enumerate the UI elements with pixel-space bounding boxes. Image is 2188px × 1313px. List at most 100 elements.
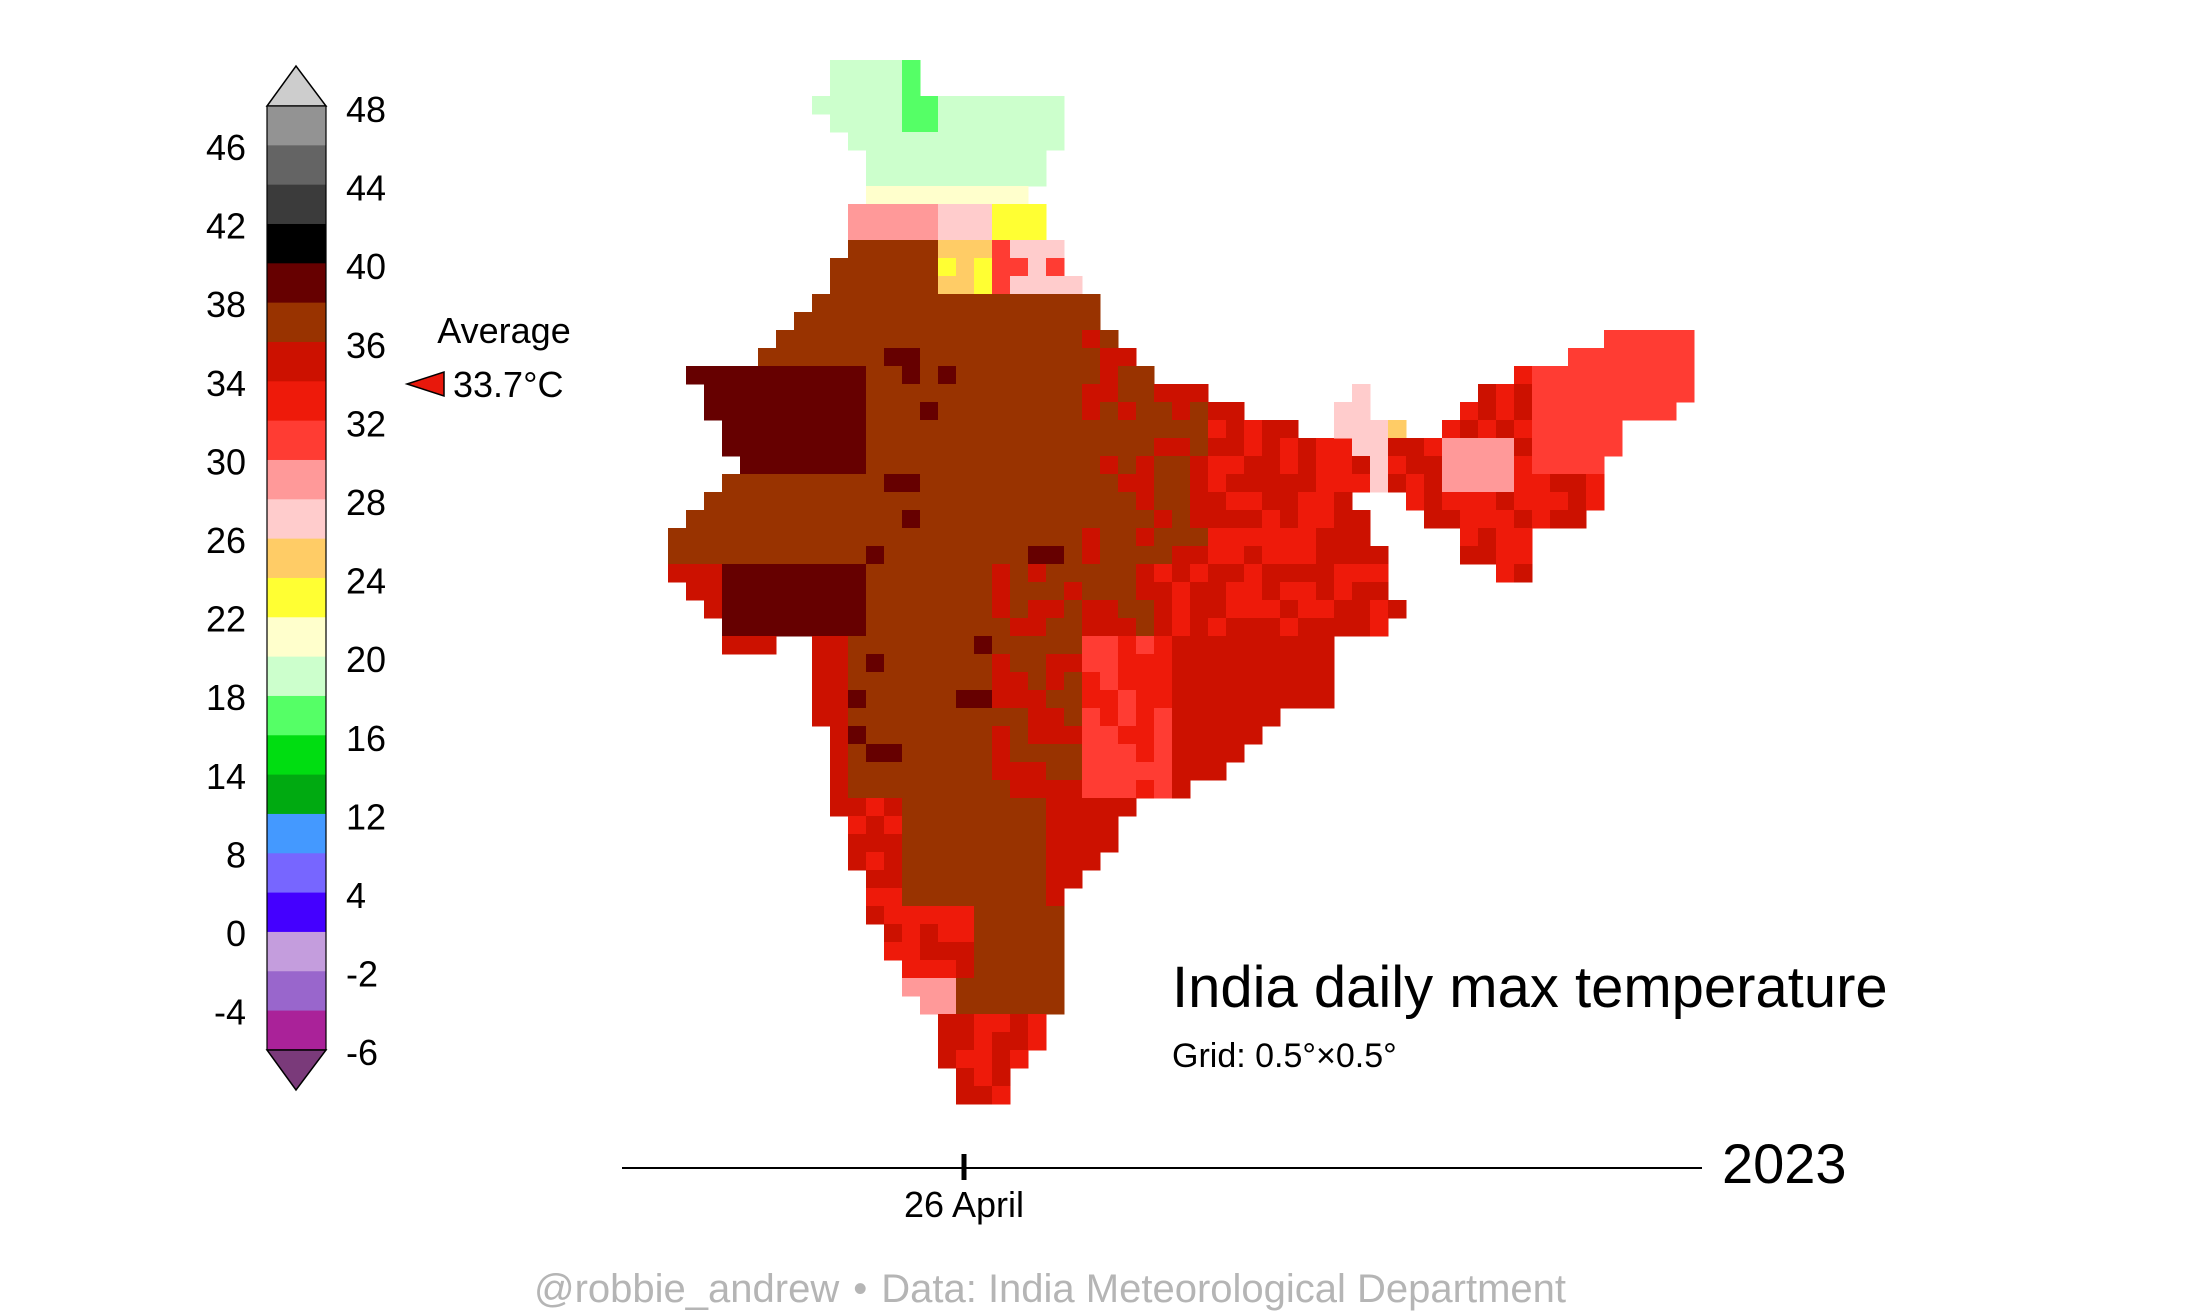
map-grid-cell (776, 456, 795, 475)
map-grid-cell (920, 186, 939, 205)
map-grid-cell (866, 276, 885, 295)
map-grid-cell (1082, 672, 1101, 691)
map-grid-cell (866, 906, 885, 925)
map-grid-cell (1172, 438, 1191, 457)
colorbar-tick-label: 42 (206, 206, 246, 247)
map-grid-cell (1496, 456, 1515, 475)
map-grid-cell (1010, 348, 1029, 367)
map-grid-cell (1046, 726, 1065, 745)
map-grid-cell (704, 366, 723, 385)
map-grid-cell (1316, 618, 1335, 637)
map-grid-cell (1046, 96, 1065, 115)
map-grid-cell (1568, 438, 1587, 457)
map-grid-cell (740, 366, 759, 385)
map-grid-cell (740, 474, 759, 493)
map-grid-cell (704, 510, 723, 529)
map-grid-cell (776, 402, 795, 421)
map-grid-cell (1172, 402, 1191, 421)
map-grid-cell (1226, 672, 1245, 691)
map-grid-cell (1568, 456, 1587, 475)
map-grid-cell (1046, 348, 1065, 367)
map-grid-cell (1028, 852, 1047, 871)
map-grid-cell (902, 366, 921, 385)
map-grid-cell (722, 564, 741, 583)
map-grid-cell (848, 402, 867, 421)
map-grid-cell (1370, 618, 1389, 637)
map-grid-cell (1046, 744, 1065, 763)
map-grid-cell (1334, 618, 1353, 637)
map-grid-cell (1046, 636, 1065, 655)
map-grid-cell (1298, 456, 1317, 475)
map-grid-cell (956, 492, 975, 511)
map-grid-cell (1136, 618, 1155, 637)
map-grid-cell (1046, 996, 1065, 1015)
map-grid-cell (1100, 510, 1119, 529)
map-grid-cell (938, 114, 957, 133)
map-grid-cell (1388, 600, 1407, 619)
map-grid-cell (1064, 564, 1083, 583)
map-grid-cell (1190, 618, 1209, 637)
map-grid-cell (1280, 564, 1299, 583)
map-grid-cell (1460, 510, 1479, 529)
map-grid-cell (920, 888, 939, 907)
map-grid-cell (1028, 600, 1047, 619)
map-grid-cell (902, 618, 921, 637)
map-grid-cell (902, 654, 921, 673)
map-grid-cell (866, 474, 885, 493)
map-grid-cell (974, 1032, 993, 1051)
map-grid-cell (1280, 456, 1299, 475)
map-grid-cell (1136, 366, 1155, 385)
map-grid-cell (1046, 690, 1065, 709)
map-grid-cell (1352, 564, 1371, 583)
map-grid-cell (1046, 834, 1065, 853)
map-grid-cell (1550, 438, 1569, 457)
map-grid-cell (1010, 258, 1029, 277)
map-grid-cell (1154, 672, 1173, 691)
map-grid-cell (1388, 420, 1407, 439)
map-grid-cell (956, 726, 975, 745)
map-grid-cell (848, 330, 867, 349)
map-grid-cell (938, 222, 957, 241)
map-grid-cell (1082, 420, 1101, 439)
map-grid-cell (830, 456, 849, 475)
map-grid-cell (1082, 780, 1101, 799)
map-grid-cell (920, 582, 939, 601)
map-grid-cell (938, 906, 957, 925)
map-grid-cell (1064, 618, 1083, 637)
map-grid-cell (974, 888, 993, 907)
map-grid-cell (974, 150, 993, 169)
map-grid-cell (938, 420, 957, 439)
map-grid-cell (956, 132, 975, 151)
map-grid-cell (1064, 600, 1083, 619)
map-grid-cell (902, 582, 921, 601)
map-grid-cell (938, 798, 957, 817)
map-grid-cell (668, 528, 687, 547)
map-grid-cell (1136, 492, 1155, 511)
map-grid-cell (1136, 384, 1155, 403)
map-grid-cell (1208, 600, 1227, 619)
map-grid-cell (722, 474, 741, 493)
colorbar-tick-label: 40 (346, 246, 386, 287)
map-grid-cell (1046, 438, 1065, 457)
map-grid-cell (938, 330, 957, 349)
map-grid-cell (1406, 474, 1425, 493)
map-grid-cell (848, 690, 867, 709)
map-grid-cell (1172, 600, 1191, 619)
map-grid-cell (1100, 528, 1119, 547)
map-title: India daily max temperature (1172, 955, 1888, 1020)
map-grid-cell (1226, 438, 1245, 457)
map-grid-cell (794, 384, 813, 403)
map-grid-cell (1064, 582, 1083, 601)
map-grid-cell (902, 564, 921, 583)
map-grid-cell (848, 852, 867, 871)
map-grid-cell (1208, 708, 1227, 727)
map-grid-cell (1046, 906, 1065, 925)
map-grid-cell (1136, 402, 1155, 421)
colorbar-band (267, 1010, 326, 1051)
map-grid-cell (884, 780, 903, 799)
map-grid-cell (956, 582, 975, 601)
map-grid-cell (1028, 636, 1047, 655)
map-grid-cell (1208, 402, 1227, 421)
map-grid-cell (866, 402, 885, 421)
map-grid-cell (1028, 96, 1047, 115)
